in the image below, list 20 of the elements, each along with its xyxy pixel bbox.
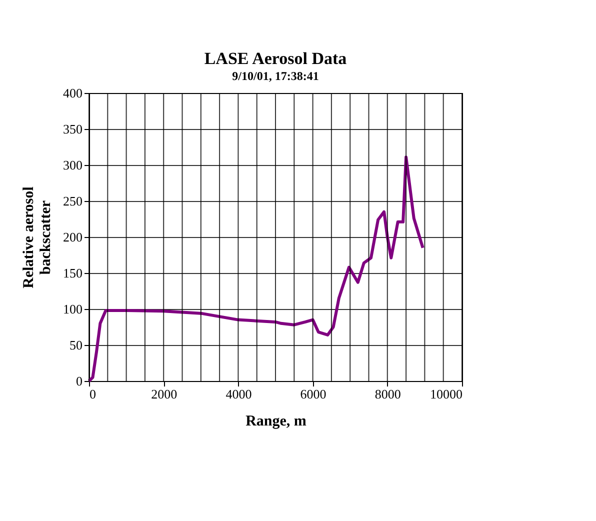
x-tick-label: 10000 <box>430 386 462 402</box>
x-tick-label: 2000 <box>151 386 178 402</box>
x-tick-label: 0 <box>90 386 96 402</box>
y-tick-label: 350 <box>63 122 82 136</box>
y-tick-label: 400 <box>63 86 82 100</box>
y-tick-label: 200 <box>63 230 82 244</box>
x-tick-label: 8000 <box>374 386 401 402</box>
y-tick-label: 100 <box>63 302 82 316</box>
x-tick-label: 4000 <box>226 386 252 402</box>
y-tick-label: 300 <box>63 158 82 172</box>
y-tick-label: 0 <box>76 374 82 388</box>
chart-subtitle: 9/10/01, 17:38:41 <box>232 69 319 83</box>
y-axis-title: Relative aerosol backscatter <box>21 186 54 288</box>
chart-title: LASE Aerosol Data <box>204 49 348 68</box>
y-tick-label: 250 <box>63 194 82 208</box>
x-tick-label: 6000 <box>300 386 326 402</box>
x-axis-title: Range, m <box>246 414 307 430</box>
line-series <box>88 156 424 382</box>
y-tick-label: 150 <box>63 266 82 280</box>
y-tick-label: 50 <box>70 338 82 352</box>
